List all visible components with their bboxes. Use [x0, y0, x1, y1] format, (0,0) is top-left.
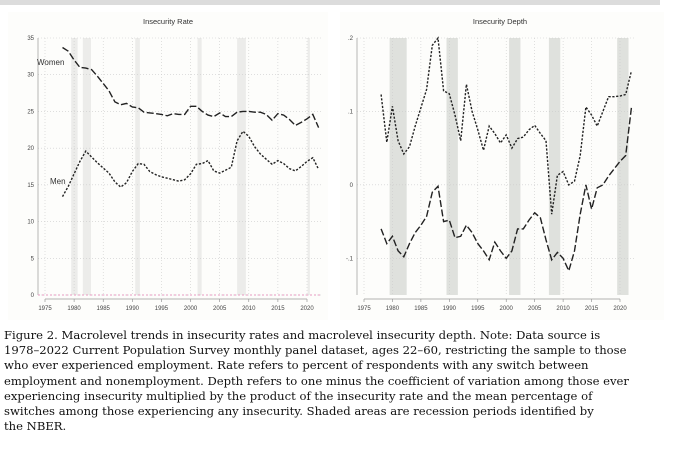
- recession-band: [548, 38, 561, 295]
- x-tick-label: 2010: [242, 306, 256, 312]
- chart-panel-1: Insecurity Rate 1975 1980 1985 1990 1995 2000 2…: [8, 12, 328, 320]
- series-line-short-dash: [380, 36, 633, 215]
- x-tick-label: 2020: [613, 306, 627, 312]
- y-tick-label: 35: [27, 36, 34, 42]
- series-label: Women: [37, 58, 64, 67]
- x-tick-label: 1985: [414, 306, 428, 312]
- caption-line: the NBER.: [4, 419, 67, 434]
- x-tick-label: 1990: [443, 306, 457, 312]
- y-tick-label: 5: [31, 256, 35, 262]
- chart-title: Insecurity Depth: [473, 17, 527, 26]
- series-line-men: [61, 130, 320, 197]
- recession-band: [71, 38, 78, 295]
- x-tick-label: 2000: [184, 306, 198, 312]
- figure-caption: Figure 2. Macrolevel trends in insecurit…: [4, 328, 670, 434]
- y-tick-label: 0: [31, 293, 35, 299]
- recession-band: [237, 38, 246, 295]
- y-tick-label: 10: [27, 220, 34, 226]
- y-tick-label: 15: [27, 183, 34, 189]
- y-tick-label: .1: [348, 109, 354, 115]
- caption-line: 1978–2022 Current Population Survey mont…: [4, 343, 627, 358]
- x-tick-label: 2000: [500, 306, 514, 312]
- recession-band: [446, 38, 458, 295]
- chart-panel-2: Insecurity Depth 1975 1980 1985 1990 1995 2000…: [340, 12, 664, 320]
- x-tick-label: 2005: [213, 306, 227, 312]
- top-bar: [0, 0, 660, 5]
- y-tick-label: 20: [27, 146, 34, 152]
- x-tick-label: 2015: [271, 306, 285, 312]
- caption-line: employment and nonemployment. Depth refe…: [4, 373, 629, 388]
- x-tick-label: 1985: [97, 306, 111, 312]
- y-tick-label: 0: [350, 183, 354, 189]
- x-tick-label: 1980: [67, 306, 81, 312]
- x-tick-label: 2015: [585, 306, 599, 312]
- caption-line: switches among those experiencing any in…: [4, 404, 594, 419]
- recession-band: [82, 38, 91, 295]
- x-tick-label: 1995: [471, 306, 485, 312]
- series-line-women: [62, 46, 320, 128]
- x-tick-label: 2010: [556, 306, 570, 312]
- panel-background: [8, 12, 328, 320]
- x-tick-label: 1975: [357, 306, 371, 312]
- y-tick-label: -.1: [346, 256, 354, 262]
- caption-line: Figure 2. Macrolevel trends in insecurit…: [4, 328, 601, 342]
- series-label: Men: [50, 177, 66, 186]
- caption-line: experiencing insecurity multiplied by th…: [4, 388, 593, 403]
- x-tick-label: 2005: [528, 306, 542, 312]
- y-tick-label: 30: [27, 73, 34, 79]
- x-tick-label: 1980: [386, 306, 400, 312]
- y-tick-label: .2: [348, 36, 354, 42]
- recession-band: [307, 38, 310, 295]
- recession-band: [135, 38, 140, 295]
- x-tick-label: 1995: [155, 306, 169, 312]
- x-tick-label: 1990: [126, 306, 140, 312]
- recession-band: [389, 38, 407, 295]
- x-tick-label: 2020: [300, 306, 314, 312]
- recession-band: [197, 38, 202, 295]
- recession-band: [617, 38, 629, 295]
- series-line-long-dash: [380, 107, 633, 273]
- recession-band: [509, 38, 521, 295]
- caption-line: who ever experienced employment. Rate re…: [4, 358, 589, 373]
- x-tick-label: 1975: [38, 306, 52, 312]
- chart-title: Insecurity Rate: [143, 17, 193, 26]
- y-tick-label: 25: [27, 109, 34, 115]
- panel-background: [340, 12, 664, 320]
